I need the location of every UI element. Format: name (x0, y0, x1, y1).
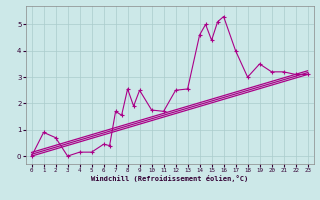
X-axis label: Windchill (Refroidissement éolien,°C): Windchill (Refroidissement éolien,°C) (91, 175, 248, 182)
